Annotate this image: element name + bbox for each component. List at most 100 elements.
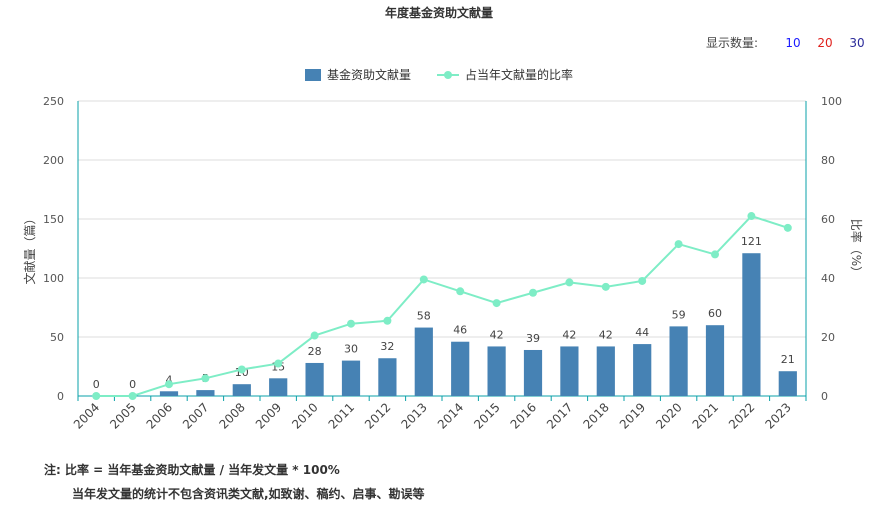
bar: [742, 253, 761, 396]
ratio-point: [529, 288, 537, 297]
bar-value-label: 28: [308, 345, 322, 358]
bar: [633, 344, 652, 396]
legend-line-swatch: [437, 69, 459, 81]
x-tick-label: 2021: [690, 400, 721, 431]
x-tick-label: 2015: [471, 400, 502, 431]
ratio-point: [165, 380, 173, 389]
y-tick-label: 50: [50, 331, 64, 344]
y2-tick-label: 0: [821, 390, 828, 403]
bar-value-label: 58: [417, 310, 431, 323]
ratio-point: [456, 287, 465, 296]
ratio-point: [237, 365, 246, 374]
bar: [269, 378, 288, 396]
bar-value-label: 42: [490, 328, 504, 341]
ratio-point: [601, 282, 610, 291]
bar-value-label: 0: [93, 378, 100, 391]
note-line-1: 注: 比率 = 当年基金资助文献量 / 当年发文量 * 100%: [44, 463, 340, 477]
bar-value-label: 42: [562, 328, 576, 341]
bar-value-label: 21: [781, 353, 795, 366]
bar: [669, 326, 688, 396]
bar-value-label: 60: [708, 307, 722, 320]
chart-legend: 基金资助文献量 占当年文献量的比率: [0, 66, 878, 83]
legend-bar-label: 基金资助文献量: [326, 68, 411, 82]
bar: [560, 346, 579, 396]
bar: [341, 360, 361, 396]
x-tick-label: 2017: [544, 400, 575, 431]
y2-tick-label: 20: [821, 331, 835, 344]
x-tick-label: 2006: [144, 400, 175, 431]
x-tick-label: 2007: [180, 400, 211, 431]
bar: [159, 391, 179, 396]
x-tick-label: 2022: [726, 400, 757, 431]
bar-value-label: 46: [453, 324, 467, 337]
y-tick-label: 150: [43, 213, 64, 226]
y2-tick-label: 100: [821, 95, 842, 108]
ratio-point: [201, 374, 210, 383]
legend-line-label: 占当年文献量的比率: [465, 68, 574, 82]
x-tick-label: 2009: [253, 400, 284, 431]
ratio-point: [638, 276, 647, 285]
bar-value-label: 44: [635, 326, 649, 339]
legend-bar-swatch: [304, 68, 321, 81]
x-tick-label: 2023: [762, 400, 793, 431]
bar: [487, 346, 506, 396]
ratio-point: [383, 316, 392, 325]
ratio-point: [92, 392, 101, 400]
x-tick-label: 2020: [653, 400, 684, 431]
ratio-point: [128, 392, 137, 400]
y-axis-title: 文献量（篇）: [22, 212, 37, 284]
bar-value-label: 0: [129, 378, 136, 391]
ratio-point: [492, 299, 501, 308]
bar-value-label: 59: [672, 308, 686, 321]
ratio-point: [419, 275, 428, 284]
y2-tick-label: 80: [821, 154, 835, 167]
bar: [378, 358, 397, 396]
y2-axis-title: 比率（%）: [849, 219, 864, 278]
bar-value-label: 32: [380, 340, 394, 353]
y-tick-label: 200: [43, 154, 64, 167]
bar: [596, 346, 615, 396]
count-option-20[interactable]: 20: [817, 35, 833, 50]
y2-tick-label: 40: [821, 272, 835, 285]
chart-note: 注: 比率 = 当年基金资助文献量 / 当年发文量 * 100% 当年发文量的统…: [44, 458, 425, 506]
y2-tick-label: 60: [821, 213, 835, 226]
bar: [778, 371, 797, 396]
bar: [523, 349, 543, 396]
x-tick-label: 2011: [326, 400, 357, 431]
bar: [451, 341, 470, 396]
bar-value-label: 4: [166, 373, 173, 386]
legend-item-line[interactable]: 占当年文献量的比率: [437, 66, 573, 83]
ratio-point: [674, 240, 683, 249]
ratio-point: [783, 223, 792, 232]
bar-value-label: 42: [599, 328, 613, 341]
ratio-point: [711, 250, 719, 259]
x-tick-label: 2019: [617, 400, 648, 431]
note-line-2: 当年发文量的统计不包含资讯类文献,如致谢、稿约、启事、勘误等: [72, 487, 425, 501]
ratio-point: [747, 212, 756, 221]
x-tick-label: 2013: [398, 400, 429, 431]
x-tick-label: 2014: [435, 400, 466, 431]
bar: [705, 325, 725, 396]
bar-value-label: 39: [526, 332, 540, 345]
ratio-point: [347, 319, 355, 328]
bar-value-label: 30: [344, 343, 358, 356]
count-selector-label: 显示数量:: [705, 36, 758, 50]
chart-title: 年度基金资助文献量: [384, 6, 493, 20]
legend-item-bar[interactable]: 基金资助文献量: [304, 66, 411, 83]
ratio-point: [565, 278, 574, 287]
y-tick-label: 0: [57, 390, 64, 403]
count-option-10[interactable]: 10: [785, 35, 801, 50]
y-tick-label: 250: [43, 95, 64, 108]
y-tick-label: 100: [43, 272, 64, 285]
x-tick-label: 2016: [508, 400, 539, 431]
ratio-point: [310, 331, 319, 340]
bar: [232, 384, 251, 396]
x-tick-label: 2008: [216, 400, 247, 431]
count-option-30[interactable]: 30: [849, 35, 865, 50]
bar: [305, 362, 324, 396]
x-tick-label: 2010: [289, 400, 320, 431]
x-tick-label: 2018: [580, 400, 611, 431]
x-tick-label: 2005: [107, 400, 138, 431]
bar-value-label: 121: [741, 235, 762, 248]
